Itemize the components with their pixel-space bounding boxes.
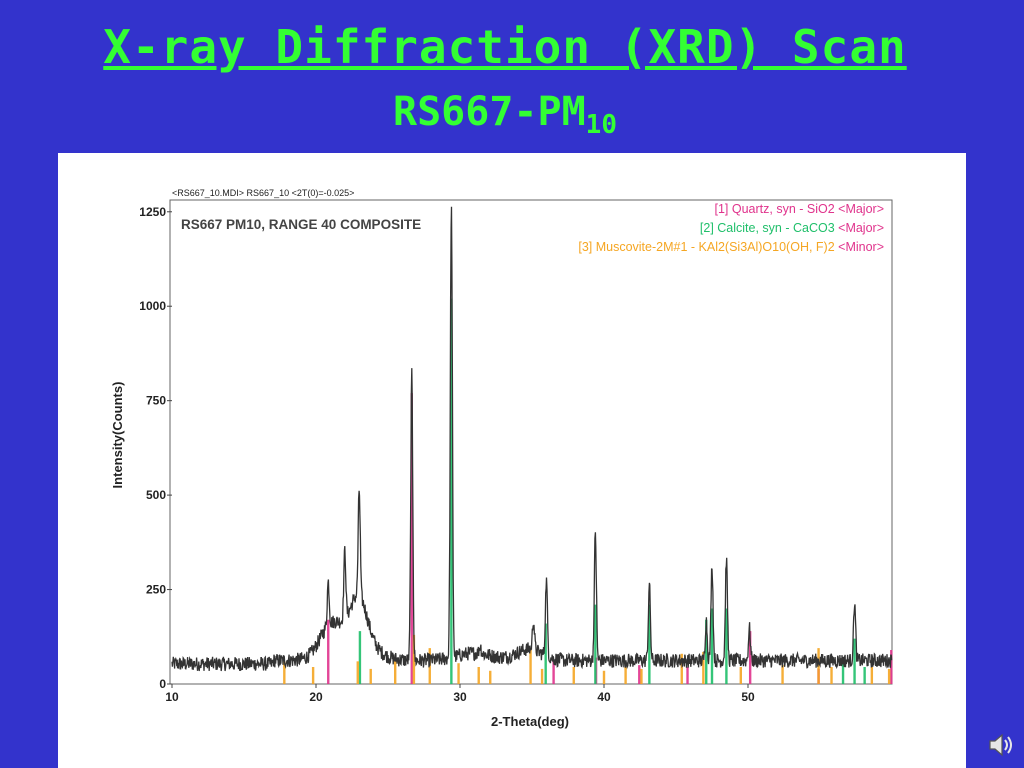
legend-entry: [1] Quartz, syn - SiO2 <Major> [714,202,884,216]
slide-title: X-ray Diffraction (XRD) Scan [103,20,907,74]
legend-entry-label: [1] Quartz, syn - SiO2 [714,202,838,216]
legend-entry: [3] Muscovite-2M#1 - KAl2(Si3Al)O10(OH, … [578,240,884,254]
speaker-glyph [989,733,1012,757]
inset-title: RS667 PM10, RANGE 40 COMPOSITE [181,217,421,232]
x-tick-label: 40 [597,690,611,704]
y-tick-label: 1250 [139,205,166,219]
x-tick-label: 30 [453,690,467,704]
slide-subtitle: RS667-PM10 [0,92,1010,138]
reference-series-calcite [358,298,866,684]
y-tick-label: 0 [159,677,166,691]
subtitle-main: RS667-PM [393,89,586,135]
y-tick-label: 250 [146,583,166,597]
reference-series-quartz [327,393,893,684]
legend: [1] Quartz, syn - SiO2 <Major>[2] Calcit… [578,202,884,254]
y-tick-label: 750 [146,394,166,408]
x-axis-label: 2-Theta(deg) [491,714,569,729]
file-header: <RS667_10.MDI> RS667_10 <2T(0)=-0.025> [172,188,354,198]
x-tick-label: 10 [165,690,179,704]
y-tick-label: 500 [146,488,166,502]
scan-layer [171,206,893,672]
y-tick-label: 1000 [139,299,166,313]
legend-entry: [2] Calcite, syn - CaCO3 <Major> [700,221,884,235]
y-axis-label: Intensity(Counts) [110,382,125,489]
reference-sticks-layer [283,298,893,684]
x-tick-label: 20 [309,690,323,704]
xrd-chart-panel: <RS667_10.MDI> RS667_10 <2T(0)=-0.025> R… [58,153,966,768]
legend-entry-tag: <Major> [838,202,884,216]
scan-trace [171,206,893,672]
x-tick-label: 50 [741,690,755,704]
legend-entry-tag: <Major> [838,221,884,235]
legend-entry-tag: <Minor> [838,240,884,254]
plot-frame [169,199,893,685]
xrd-chart: <RS667_10.MDI> RS667_10 <2T(0)=-0.025> R… [110,188,893,729]
legend-entry-label: [3] Muscovite-2M#1 - KAl2(Si3Al)O10(OH, … [578,240,838,254]
subtitle-subscript: 10 [585,110,617,140]
legend-entry-label: [2] Calcite, syn - CaCO3 [700,221,838,235]
speaker-icon[interactable] [984,728,1018,762]
